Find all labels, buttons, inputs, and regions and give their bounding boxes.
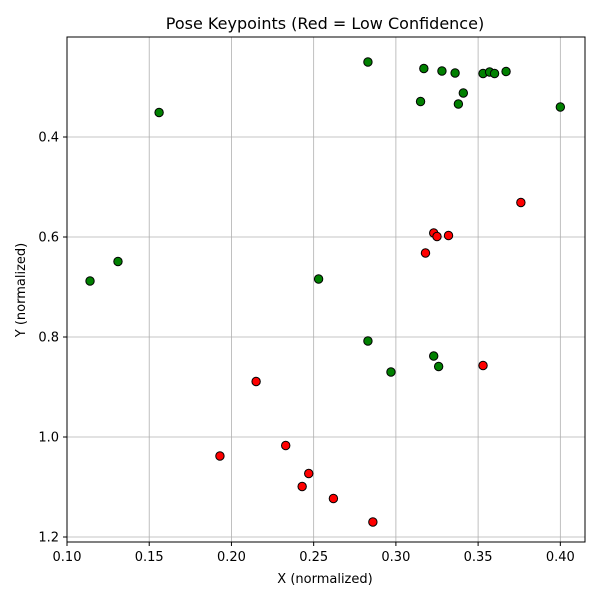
keypoint-high-confidence	[555, 102, 566, 112]
y-tick-label: 0.4	[38, 131, 59, 146]
grid-lines	[66, 37, 585, 542]
keypoint-high-confidence	[437, 66, 447, 76]
keypoint-high-confidence	[429, 351, 439, 361]
keypoint-low-confidence	[516, 197, 526, 208]
keypoint-high-confidence	[85, 276, 95, 286]
keypoint-high-confidence	[501, 66, 511, 77]
keypoint-low-confidence	[420, 248, 431, 258]
x-axis-title: X (normalized)	[277, 572, 372, 587]
keypoint-low-confidence	[478, 360, 488, 371]
x-tick-label: 0.40	[546, 550, 575, 565]
keypoint-high-confidence	[458, 88, 469, 98]
keypoint-high-confidence	[154, 107, 164, 118]
x-tick-label: 0.35	[464, 550, 493, 565]
y-tick-label: 0.6	[38, 231, 59, 246]
keypoint-low-confidence	[443, 230, 454, 241]
keypoint-high-confidence	[363, 336, 373, 346]
keypoint-high-confidence	[489, 68, 500, 79]
x-tick-label: 0.30	[381, 550, 410, 565]
keypoint-high-confidence	[453, 99, 464, 109]
keypoint-low-confidence	[432, 231, 442, 242]
keypoint-low-confidence	[297, 481, 307, 492]
y-tick-label: 1.2	[38, 531, 59, 546]
keypoint-high-confidence	[419, 63, 429, 74]
keypoint-low-confidence	[281, 440, 291, 451]
axis-ticks: 0.10 0.15 0.20 0.25 0.30 0.35 0.40 0.4 0.6 0.8 1.0…	[38, 131, 574, 566]
keypoint-low-confidence	[215, 451, 225, 461]
keypoint-high-confidence	[386, 367, 396, 377]
x-tick-label: 0.10	[53, 550, 82, 565]
x-tick-label: 0.20	[217, 550, 246, 565]
y-tick-label: 0.8	[38, 331, 59, 346]
y-tick-label: 1.0	[38, 431, 59, 446]
keypoint-low-confidence	[328, 493, 339, 504]
keypoint-high-confidence	[363, 57, 373, 67]
keypoint-low-confidence	[368, 517, 378, 527]
y-axis-title: Y (normalized)	[14, 243, 29, 338]
keypoint-high-confidence	[450, 68, 460, 78]
keypoint-high-confidence	[113, 256, 123, 267]
keypoint-high-confidence	[415, 96, 426, 107]
keypoint-high-confidence	[313, 274, 324, 284]
plot-frame	[66, 36, 586, 543]
x-tick-label: 0.25	[299, 550, 328, 565]
x-tick-label: 0.15	[135, 550, 164, 565]
keypoint-low-confidence	[251, 376, 261, 387]
data-points	[85, 57, 566, 527]
keypoint-high-confidence	[433, 361, 444, 372]
keypoint-low-confidence	[304, 468, 314, 479]
chart-title: Pose Keypoints (Red = Low Confidence)	[166, 14, 484, 33]
